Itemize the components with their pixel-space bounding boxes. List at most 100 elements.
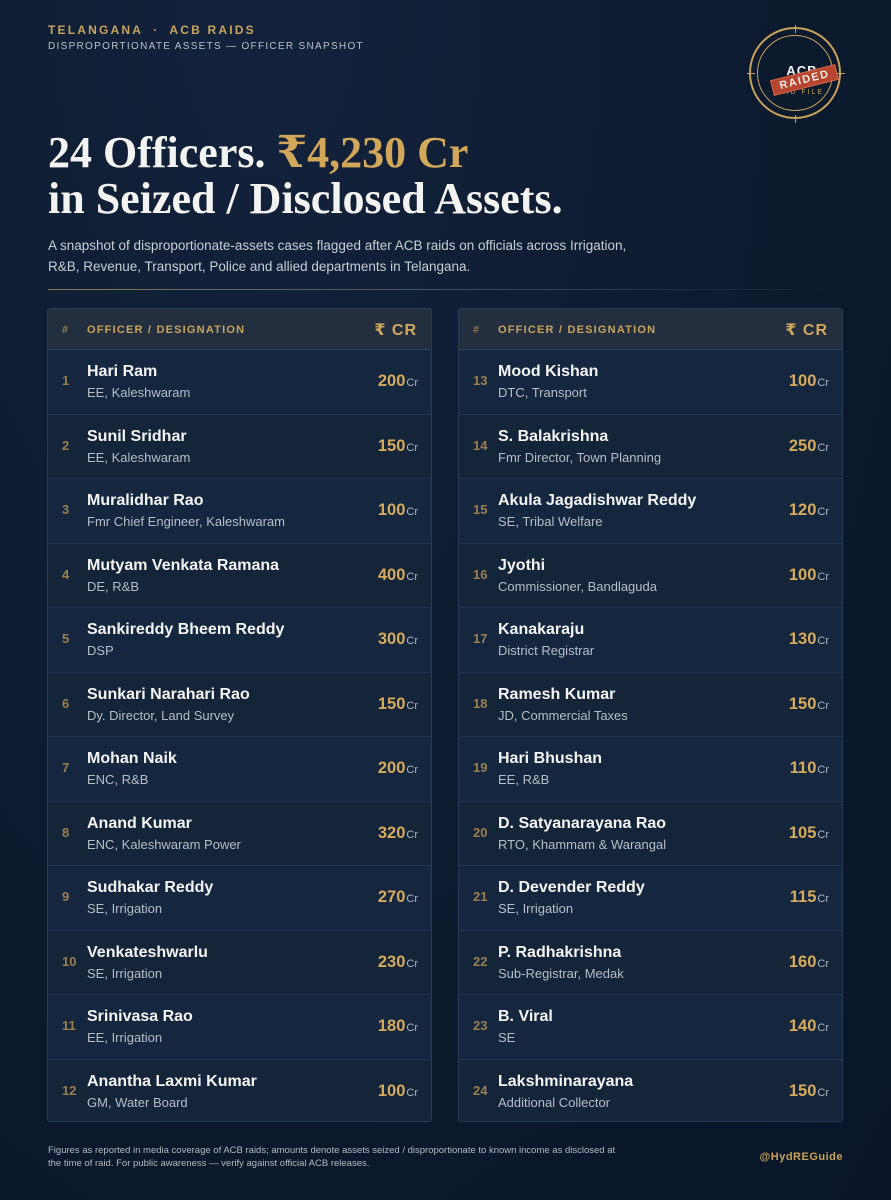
officer-designation: Additional Collector <box>498 1094 611 1110</box>
amount-unit: Cr <box>406 570 418 583</box>
table-row: 22 P. Radhakrishna Sub-Registrar, Medak 160… <box>459 930 842 995</box>
officer-name: Mood Kishan <box>498 363 599 380</box>
stamp-tick <box>795 25 796 33</box>
amount-unit: Cr <box>406 699 418 712</box>
asset-amount: 160Cr <box>789 953 829 972</box>
row-number: 22 <box>473 953 488 969</box>
amount-value: 200 <box>377 372 406 390</box>
kicker: TELANGANA · ACB RAIDS <box>48 23 256 37</box>
amount-unit: Cr <box>817 828 829 841</box>
officer-name: Lakshminarayana <box>498 1072 634 1090</box>
amount-value: 150 <box>788 694 817 713</box>
stamp-tick <box>747 73 755 74</box>
table-row: 17 Kanakaraju District Registrar 130Cr <box>459 608 842 673</box>
table-row: 12 Anantha Laxmi Kumar GM, Water Board 100C… <box>48 1059 431 1121</box>
amount-unit: Cr <box>406 635 418 647</box>
stamp-inner-ring: ACB AID FILE RAIDED <box>757 35 840 111</box>
table-row: 21 D. Devender Reddy SE, Irrigation 115Cr <box>459 866 842 931</box>
asset-amount: 110Cr <box>790 759 829 778</box>
officer-name: Anand Kumar <box>87 814 192 832</box>
row-number: 3 <box>62 502 70 517</box>
asset-amount: 270Cr <box>378 888 418 907</box>
officer-designation: GM, Water Board <box>87 1094 188 1110</box>
table-row: 4 Mutyam Venkata Ramana DE, R&B 400Cr <box>48 543 431 608</box>
officer-designation: DTC, Transport <box>498 385 587 400</box>
officer-name: Sunkari Narahari Rao <box>87 685 250 703</box>
row-number: 18 <box>473 695 488 711</box>
amount-unit: Cr <box>817 1086 829 1099</box>
page-headline: 24 Officers. ₹4,230 Cr in Seized / Discl… <box>48 130 563 222</box>
officer-name: Sankireddy Bheem Reddy <box>87 621 285 638</box>
amount-unit: Cr <box>817 699 829 712</box>
table-row: 6 Sunkari Narahari Rao Dy. Director, Land … <box>48 672 431 737</box>
acb-raid-stamp-icon: ACB AID FILE RAIDED <box>747 25 845 123</box>
row-number: 10 <box>62 953 77 969</box>
asset-amount: 115Cr <box>790 888 829 907</box>
intro-text: A snapshot of disproportionate-assets ca… <box>48 238 627 274</box>
officer-designation: DSP <box>87 643 114 658</box>
row-number: 4 <box>62 566 70 582</box>
officer-designation: Fmr Director, Town Planning <box>498 449 662 465</box>
officer-designation: DE, R&B <box>87 578 140 594</box>
row-number: 14 <box>473 437 488 453</box>
table-row: 2 Sunil Sridhar EE, Kaleshwaram 150Cr <box>48 414 431 479</box>
amount-unit: Cr <box>406 506 418 518</box>
officer-designation: SE, Tribal Welfare <box>498 514 603 529</box>
officer-designation: SE, Irrigation <box>87 965 163 981</box>
amount-unit: Cr <box>817 570 829 583</box>
amount-value: 400 <box>377 565 406 584</box>
row-number: 19 <box>473 760 488 775</box>
amount-value: 320 <box>377 823 406 842</box>
row-number: 23 <box>473 1018 488 1033</box>
officer-table-right: # OFFICER / DESIGNATION ₹ CR 13 Mood Kish… <box>458 308 843 1122</box>
asset-amount: 100Cr <box>378 501 418 520</box>
header-number: # <box>62 324 69 336</box>
subkicker: DISPROPORTIONATE ASSETS — OFFICER SNAPSH… <box>48 41 364 52</box>
row-number: 2 <box>62 437 70 453</box>
amount-value: 100 <box>788 372 817 390</box>
stamp-tick <box>837 73 845 74</box>
officer-name: P. Radhakrishna <box>498 943 622 961</box>
amount-value: 150 <box>788 1081 817 1100</box>
amount-unit: Cr <box>817 506 829 518</box>
asset-amount: 150Cr <box>789 1082 829 1101</box>
amount-unit: Cr <box>817 377 829 389</box>
officer-name: Akula Jagadishwar Reddy <box>498 492 697 509</box>
asset-amount: 230Cr <box>378 953 418 972</box>
asset-amount: 200Cr <box>378 759 418 778</box>
amount-unit: Cr <box>406 828 418 841</box>
amount-unit: Cr <box>406 1022 418 1034</box>
header-amount: ₹ CR <box>785 322 828 339</box>
row-number: 24 <box>473 1082 488 1098</box>
officer-name: Sunil Sridhar <box>87 427 187 445</box>
officer-name: Venkateshwarlu <box>87 943 208 961</box>
officer-name: Jyothi <box>498 556 546 574</box>
asset-amount: 320Cr <box>378 824 418 843</box>
officer-name: Anantha Laxmi Kumar <box>87 1072 257 1090</box>
social-handle: @HydREGuide <box>759 1151 843 1163</box>
asset-amount: 250Cr <box>789 437 829 456</box>
amount-value: 100 <box>377 1081 406 1100</box>
asset-amount: 150Cr <box>378 437 418 456</box>
table-row: 1 Hari Ram EE, Kaleshwaram 200Cr <box>48 350 431 415</box>
table-row: 23 B. Viral SE 140Cr <box>459 995 842 1060</box>
amount-value: 230 <box>377 952 406 971</box>
headline-count: 24 Officers. <box>48 128 266 177</box>
table-header: # OFFICER / DESIGNATION ₹ CR <box>48 309 431 350</box>
row-number: 5 <box>62 631 70 646</box>
header-number: # <box>473 324 480 336</box>
row-number: 6 <box>62 695 70 711</box>
amount-value: 120 <box>788 501 817 519</box>
officer-designation: EE, Irrigation <box>87 1030 163 1045</box>
officer-designation: RTO, Khammam & Warangal <box>498 836 667 852</box>
row-number: 16 <box>473 566 488 582</box>
table-row: 20 D. Satyanarayana Rao RTO, Khammam & War… <box>459 801 842 866</box>
amount-value: 180 <box>377 1017 406 1035</box>
table-row: 13 Mood Kishan DTC, Transport 100Cr <box>459 350 842 415</box>
table-row: 14 S. Balakrishna Fmr Director, Town Plann… <box>459 414 842 479</box>
officer-name: Muralidhar Rao <box>87 492 204 509</box>
officer-designation: EE, Kaleshwaram <box>87 385 191 400</box>
table-row: 24 Lakshminarayana Additional Collector 150… <box>459 1059 842 1121</box>
amount-value: 300 <box>377 630 406 648</box>
amount-value: 115 <box>789 888 817 906</box>
